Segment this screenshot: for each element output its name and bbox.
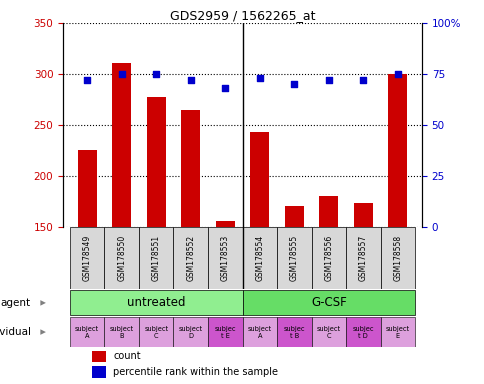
Text: GSM178556: GSM178556: [324, 235, 333, 281]
Text: GSM178554: GSM178554: [255, 235, 264, 281]
Bar: [91, 351, 106, 362]
Bar: [173, 227, 208, 289]
Point: [152, 71, 160, 77]
Point: [290, 81, 298, 87]
Text: subject
C: subject C: [144, 326, 168, 339]
Bar: [353, 203, 372, 227]
Point: [359, 77, 366, 83]
Text: percentile rank within the sample: percentile rank within the sample: [113, 367, 278, 377]
Text: subject
E: subject E: [385, 326, 409, 339]
Point: [221, 85, 228, 91]
Text: G-CSF: G-CSF: [310, 296, 346, 310]
Bar: [318, 197, 337, 227]
Bar: [181, 110, 200, 227]
Point: [256, 75, 263, 81]
Text: subject
B: subject B: [109, 326, 134, 339]
Bar: [380, 317, 414, 348]
Bar: [242, 317, 276, 348]
Bar: [208, 227, 242, 289]
Text: GSM178555: GSM178555: [289, 235, 298, 281]
Text: individual: individual: [0, 327, 30, 337]
Title: GDS2959 / 1562265_at: GDS2959 / 1562265_at: [169, 9, 315, 22]
Bar: [104, 227, 139, 289]
Bar: [112, 63, 131, 227]
Text: GSM178550: GSM178550: [117, 235, 126, 281]
Text: subjec
t D: subjec t D: [352, 326, 373, 339]
Bar: [215, 221, 234, 227]
Bar: [345, 227, 380, 289]
Bar: [276, 317, 311, 348]
Bar: [345, 317, 380, 348]
Bar: [311, 317, 345, 348]
Bar: [242, 227, 276, 289]
Point: [186, 77, 194, 83]
Point: [83, 77, 91, 83]
Bar: [139, 317, 173, 348]
Text: subject
A: subject A: [75, 326, 99, 339]
Text: GSM178552: GSM178552: [186, 235, 195, 281]
Text: count: count: [113, 351, 141, 361]
Bar: [104, 317, 139, 348]
Bar: [242, 290, 414, 315]
Point: [324, 77, 332, 83]
Bar: [208, 317, 242, 348]
Text: subjec
t B: subjec t B: [283, 326, 304, 339]
Bar: [284, 206, 303, 227]
Bar: [388, 74, 407, 227]
Point: [393, 71, 401, 77]
Text: GSM178553: GSM178553: [220, 235, 229, 281]
Text: subjec
t E: subjec t E: [214, 326, 236, 339]
Bar: [70, 290, 242, 315]
Text: subject
A: subject A: [247, 326, 271, 339]
Text: GSM178557: GSM178557: [358, 235, 367, 281]
Bar: [311, 227, 345, 289]
Bar: [91, 366, 106, 377]
Bar: [173, 317, 208, 348]
Text: GSM178558: GSM178558: [393, 235, 401, 281]
Bar: [380, 227, 414, 289]
Bar: [70, 317, 104, 348]
Bar: [276, 227, 311, 289]
Text: subject
D: subject D: [178, 326, 202, 339]
Point: [118, 71, 125, 77]
Text: GSM178551: GSM178551: [151, 235, 160, 281]
Text: GSM178549: GSM178549: [83, 235, 91, 281]
Bar: [147, 96, 166, 227]
Bar: [139, 227, 173, 289]
Bar: [77, 149, 96, 227]
Text: subject
C: subject C: [316, 326, 340, 339]
Text: agent: agent: [0, 298, 30, 308]
Bar: [70, 227, 104, 289]
Text: untreated: untreated: [127, 296, 185, 310]
Bar: [250, 132, 269, 227]
